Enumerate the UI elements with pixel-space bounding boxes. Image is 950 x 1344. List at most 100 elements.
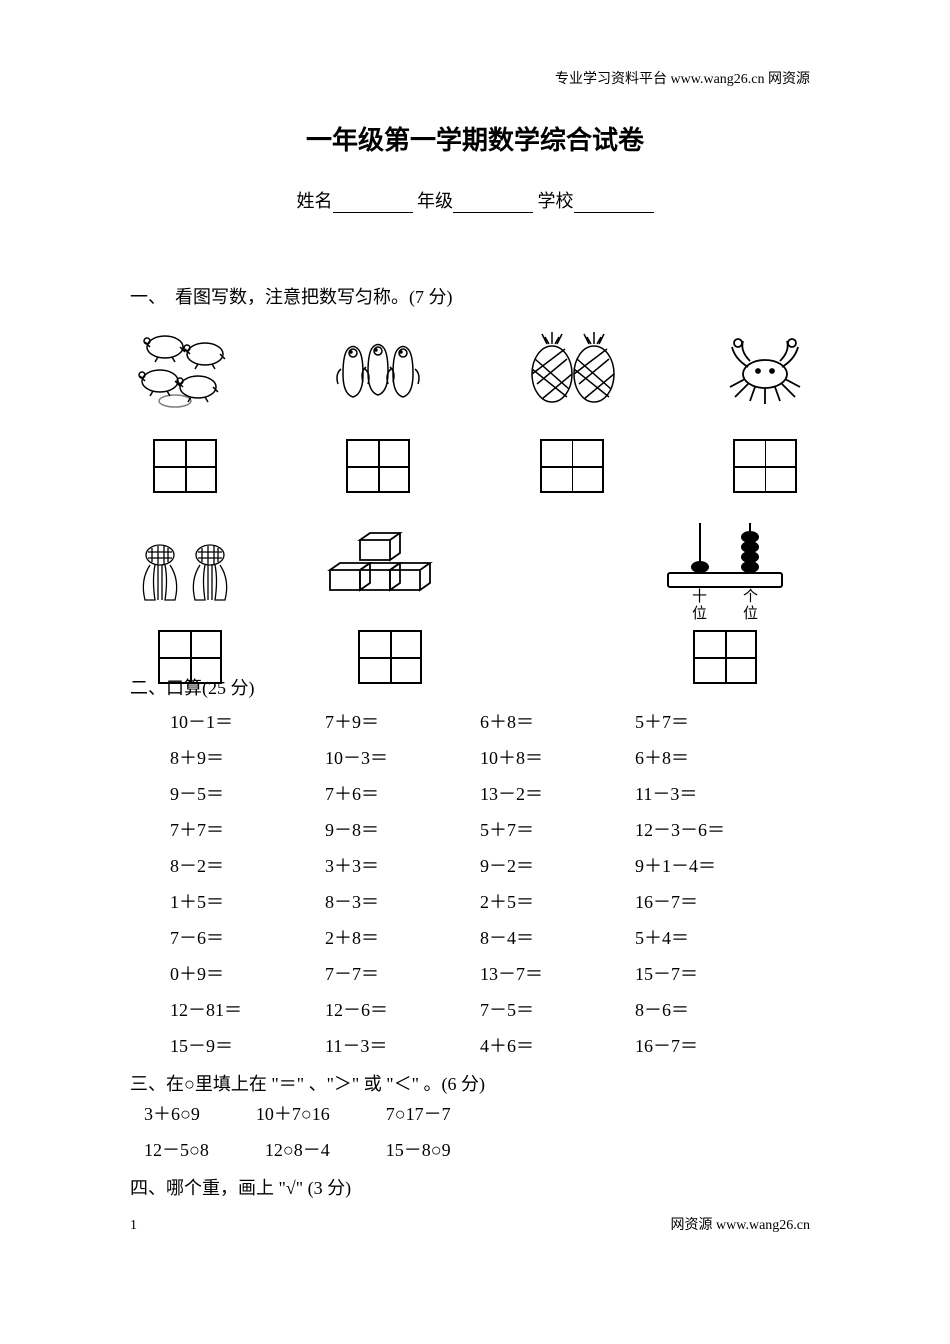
compare-cell: 12－5○8 <box>144 1132 209 1168</box>
answer-box <box>346 439 410 493</box>
crabs-icon <box>710 329 820 409</box>
calc-row: 12－81＝12－6＝7－5＝8－6＝ <box>170 992 790 1028</box>
calc-row: 7＋7＝9－8＝5＋7＝12－3－6＝ <box>170 812 790 848</box>
calc-cell: 3＋3＝ <box>325 848 480 884</box>
calc-cell: 5＋4＝ <box>635 920 790 956</box>
ones-place-char: 个 <box>743 589 758 606</box>
name-label: 姓名 <box>297 191 333 211</box>
calc-cell: 15－9＝ <box>170 1028 325 1064</box>
calc-cell: 7－5＝ <box>480 992 635 1028</box>
calc-cell: 8－3＝ <box>325 884 480 920</box>
page-title: 一年级第一学期数学综合试卷 <box>130 120 820 157</box>
calc-cell: 2＋5＝ <box>480 884 635 920</box>
calc-cell: 7－6＝ <box>170 920 325 956</box>
answer-box <box>693 630 757 684</box>
calc-cell: 16－7＝ <box>635 1028 790 1064</box>
crabs-item <box>710 329 820 493</box>
turtles-icon <box>130 329 240 409</box>
pineapples-item <box>517 329 627 493</box>
calc-cell: 0＋9＝ <box>170 956 325 992</box>
calc-cell: 8－6＝ <box>635 992 790 1028</box>
calc-row: 8＋9＝10－3＝10＋8＝6＋8＝ <box>170 740 790 776</box>
calc-cell: 12－3－6＝ <box>635 812 790 848</box>
grade-blank <box>453 195 533 213</box>
calc-cell: 7－7＝ <box>325 956 480 992</box>
calc-cell: 12－6＝ <box>325 992 480 1028</box>
calc-cell: 10－1＝ <box>170 704 325 740</box>
school-label: 学校 <box>538 191 574 211</box>
calc-cell: 7＋7＝ <box>170 812 325 848</box>
answer-box <box>153 439 217 493</box>
calc-cell: 5＋7＝ <box>635 704 790 740</box>
calc-cell: 11－3＝ <box>325 1028 480 1064</box>
abacus-item: 十位 个位 <box>660 511 790 684</box>
answer-box <box>733 439 797 493</box>
footer-source: 网资源 www.wang26.cn <box>671 1214 810 1234</box>
school-blank <box>574 195 654 213</box>
compare-row-1: 3＋6○9 10＋7○16 7○17－7 <box>144 1096 820 1132</box>
cubes-item <box>320 530 460 684</box>
cubes-icon <box>320 530 460 610</box>
compare-cell: 15－8○9 <box>386 1132 451 1168</box>
calc-cell: 10－3＝ <box>325 740 480 776</box>
tens-place-unit: 位 <box>692 606 707 623</box>
compare-cell: 7○17－7 <box>386 1096 451 1132</box>
calc-cell: 13－2＝ <box>480 776 635 812</box>
section-1-row-2: 十位 个位 <box>130 511 820 684</box>
name-blank <box>333 195 413 213</box>
calc-cell: 8－4＝ <box>480 920 635 956</box>
tens-place-char: 十 <box>692 589 707 606</box>
corn-icon <box>130 540 250 610</box>
penguins-item <box>323 329 433 493</box>
calc-cell: 10＋8＝ <box>480 740 635 776</box>
section-4-heading: 四、哪个重，画上 "√" (3 分) <box>130 1174 820 1200</box>
pineapples-icon <box>517 329 627 409</box>
section-1-row-1 <box>130 329 820 493</box>
compare-cell: 12○8－4 <box>265 1132 330 1168</box>
answer-box <box>540 439 604 493</box>
calc-cell: 8＋9＝ <box>170 740 325 776</box>
compare-cell: 3＋6○9 <box>144 1096 200 1132</box>
place-labels: 十位 个位 <box>692 589 758 622</box>
calc-row: 9－5＝7＋6＝13－2＝11－3＝ <box>170 776 790 812</box>
answer-box <box>358 630 422 684</box>
calc-row: 10－1＝7＋9＝6＋8＝5＋7＝ <box>170 704 790 740</box>
calc-table: 10－1＝7＋9＝6＋8＝5＋7＝ 8＋9＝10－3＝10＋8＝6＋8＝ 9－5… <box>170 704 790 1064</box>
calc-cell: 8－2＝ <box>170 848 325 884</box>
calc-cell: 1＋5＝ <box>170 884 325 920</box>
calc-cell: 12－81＝ <box>170 992 325 1028</box>
grade-label: 年级 <box>417 191 453 211</box>
calc-row: 8－2＝3＋3＝9－2＝9＋1－4＝ <box>170 848 790 884</box>
corn-item <box>130 540 250 684</box>
calc-row: 7－6＝2＋8＝8－4＝5＋4＝ <box>170 920 790 956</box>
calc-cell: 2＋8＝ <box>325 920 480 956</box>
penguins-icon <box>323 329 433 409</box>
calc-cell: 7＋6＝ <box>325 776 480 812</box>
calc-cell: 13－7＝ <box>480 956 635 992</box>
page-number: 1 <box>130 1218 137 1234</box>
student-info-line: 姓名 年级 学校 <box>130 187 820 213</box>
calc-cell: 9－2＝ <box>480 848 635 884</box>
answer-box <box>158 630 222 684</box>
turtles-item <box>130 329 240 493</box>
calc-cell: 6＋8＝ <box>635 740 790 776</box>
calc-cell: 7＋9＝ <box>325 704 480 740</box>
section-1-heading: 一、 看图写数，注意把数写匀称。(7 分) <box>130 283 820 309</box>
calc-cell: 16－7＝ <box>635 884 790 920</box>
calc-cell: 9＋1－4＝ <box>635 848 790 884</box>
compare-cell: 10＋7○16 <box>256 1096 330 1132</box>
calc-cell: 9－5＝ <box>170 776 325 812</box>
header-watermark: 专业学习资料平台 www.wang26.cn 网资源 <box>555 68 810 88</box>
calc-row: 15－9＝11－3＝4＋6＝16－7＝ <box>170 1028 790 1064</box>
calc-cell: 4＋6＝ <box>480 1028 635 1064</box>
abacus-icon <box>660 511 790 591</box>
ones-place-unit: 位 <box>743 606 758 623</box>
calc-cell: 5＋7＝ <box>480 812 635 848</box>
calc-cell: 15－7＝ <box>635 956 790 992</box>
calc-cell: 6＋8＝ <box>480 704 635 740</box>
calc-cell: 11－3＝ <box>635 776 790 812</box>
compare-row-2: 12－5○8 12○8－4 15－8○9 <box>144 1132 820 1168</box>
section-3-heading: 三、在○里填上在 "＝" 、"＞" 或 "＜" 。(6 分) <box>130 1070 820 1096</box>
calc-row: 1＋5＝8－3＝2＋5＝16－7＝ <box>170 884 790 920</box>
calc-cell: 9－8＝ <box>325 812 480 848</box>
